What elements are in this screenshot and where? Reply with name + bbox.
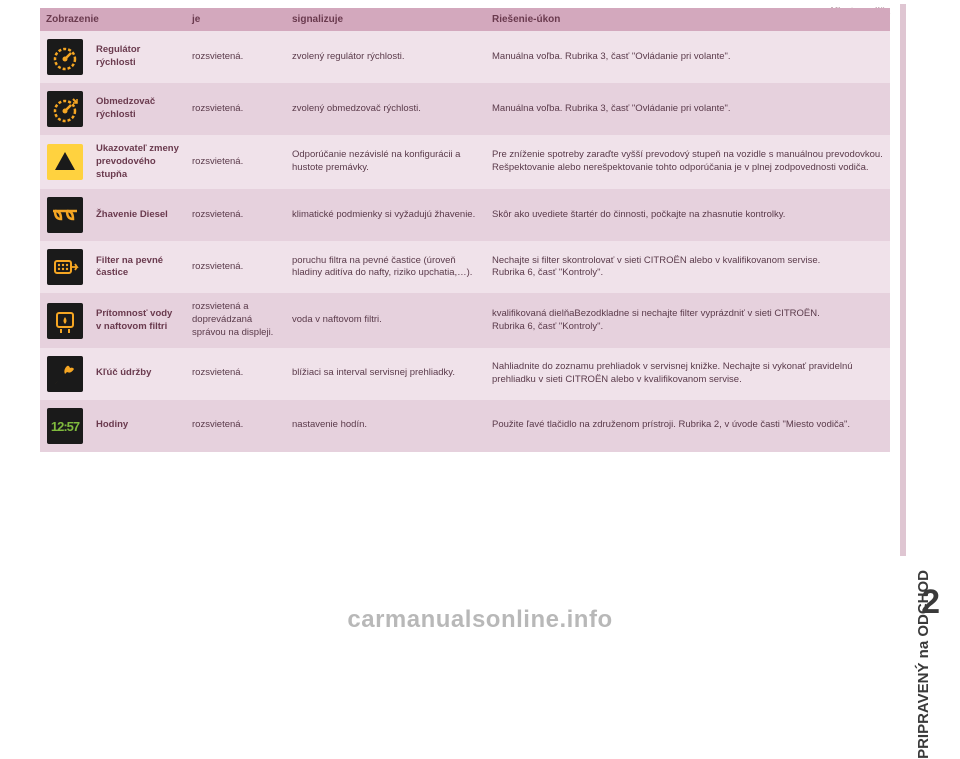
row-signalizuje: blížiaci sa interval servisnej prehliadk… xyxy=(286,348,486,400)
row-je: rozsvietená. xyxy=(186,241,286,293)
row-name: Prítomnosť vody v naftovom filtri xyxy=(90,293,186,347)
row-name: Filter na pevné častice xyxy=(90,241,186,293)
table-row: Regulátor rýchlosti rozsvietená. zvolený… xyxy=(40,31,890,83)
clock-icon: 12:57 xyxy=(47,408,83,444)
row-riesenie: Pre zníženie spotreby zaraďte vyšší prev… xyxy=(486,135,890,189)
watermark: carmanualsonline.info xyxy=(0,606,960,634)
row-name: Žhavenie Diesel xyxy=(90,189,186,241)
row-je: rozsvietená. xyxy=(186,348,286,400)
row-je: rozsvietená. xyxy=(186,31,286,83)
row-riesenie: Nahliadnite do zoznamu prehliadok v serv… xyxy=(486,348,890,400)
row-riesenie: Manuálna voľba. Rubrika 3, časť "Ovládan… xyxy=(486,83,890,135)
service-wrench-icon xyxy=(47,356,83,392)
row-riesenie: Skôr ako uvediete štartér do činnosti, p… xyxy=(486,189,890,241)
row-signalizuje: nastavenie hodín. xyxy=(286,400,486,452)
row-signalizuje: voda v naftovom filtri. xyxy=(286,293,486,347)
col-header-riesenie: Riešenie-úkon xyxy=(486,8,890,31)
right-accent-bar xyxy=(900,4,906,556)
page-content: Zobrazenie je signalizuje Riešenie-úkon xyxy=(40,8,890,452)
row-je: rozsvietená. xyxy=(186,135,286,189)
row-riesenie: Manuálna voľba. Rubrika 3, časť "Ovládan… xyxy=(486,31,890,83)
gear-shift-icon xyxy=(47,144,83,180)
water-in-fuel-icon xyxy=(47,303,83,339)
row-signalizuje: Odporúčanie nezávislé na konfigurácii a … xyxy=(286,135,486,189)
row-signalizuje: zvolený regulátor rýchlosti. xyxy=(286,31,486,83)
row-signalizuje: zvolený obmedzovač rýchlosti. xyxy=(286,83,486,135)
particle-filter-icon xyxy=(47,249,83,285)
row-name: Obmedzovač rýchlosti xyxy=(90,83,186,135)
row-name: Hodiny xyxy=(90,400,186,452)
row-name: Kľúč údržby xyxy=(90,348,186,400)
table-row: Obmedzovač rýchlosti rozsvietená. zvolen… xyxy=(40,83,890,135)
svg-text:12:57: 12:57 xyxy=(51,419,80,434)
col-header-zobrazenie: Zobrazenie xyxy=(40,8,186,31)
row-signalizuje: poruchu filtra na pevné častice (úroveň … xyxy=(286,241,486,293)
row-je: rozsvietená. xyxy=(186,83,286,135)
row-je: rozsvietená. xyxy=(186,400,286,452)
diesel-preheat-icon xyxy=(47,197,83,233)
speed-regulator-icon xyxy=(47,39,83,75)
row-name: Regulátor rýchlosti xyxy=(90,31,186,83)
row-signalizuje: klimatické podmienky si vyžadujú žhaveni… xyxy=(286,189,486,241)
table-row: Žhavenie Diesel rozsvietená. klimatické … xyxy=(40,189,890,241)
row-name: Ukazovateľ zmeny prevodového stupňa xyxy=(90,135,186,189)
col-header-je: je xyxy=(186,8,286,31)
row-je: rozsvietená. xyxy=(186,189,286,241)
speed-limiter-icon xyxy=(47,91,83,127)
row-riesenie: Použite ľavé tlačidlo na združenom príst… xyxy=(486,400,890,452)
table-row: Prítomnosť vody v naftovom filtri rozsvi… xyxy=(40,293,890,347)
warning-lights-table: Zobrazenie je signalizuje Riešenie-úkon xyxy=(40,8,890,452)
table-row: 12:57 Hodiny rozsvietená. nastavenie hod… xyxy=(40,400,890,452)
table-row: Filter na pevné častice rozsvietená. por… xyxy=(40,241,890,293)
row-je: rozsvietená a doprevádzaná správou na di… xyxy=(186,293,286,347)
row-riesenie: kvalifikovaná dielňaBezodkladne si necha… xyxy=(486,293,890,347)
table-row: Kľúč údržby rozsvietená. blížiaci sa int… xyxy=(40,348,890,400)
col-header-signalizuje: signalizuje xyxy=(286,8,486,31)
row-riesenie: Nechajte si filter skontrolovať v sieti … xyxy=(486,241,890,293)
table-row: Ukazovateľ zmeny prevodového stupňa rozs… xyxy=(40,135,890,189)
